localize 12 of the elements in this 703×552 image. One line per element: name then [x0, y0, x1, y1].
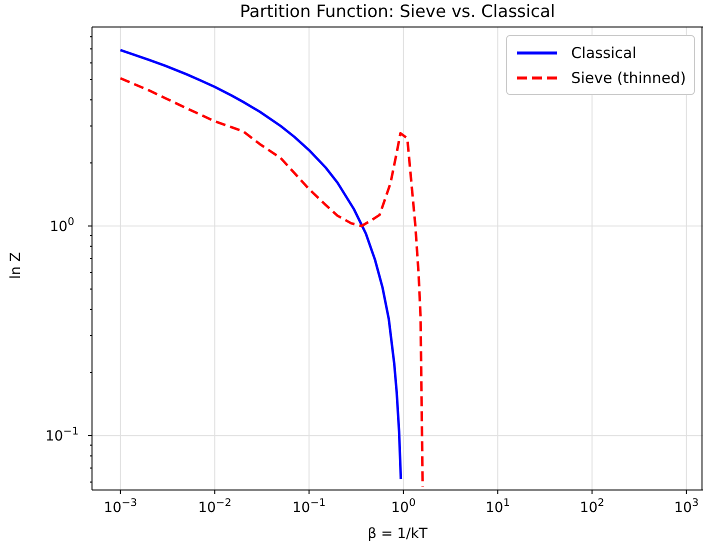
- x-tick-label: 10$^{1}$: [485, 497, 510, 516]
- y-axis-title: ln Z: [8, 252, 24, 278]
- x-axis-title: β = 1/kT: [366, 526, 428, 542]
- chart-title: Partition Function: Sieve vs. Classical: [238, 2, 556, 22]
- x-tick-label: 10$^{3}$: [674, 497, 699, 516]
- x-tick-label: 10$^{−1}$: [292, 497, 326, 516]
- x-tick-label: 10$^{2}$: [580, 497, 604, 516]
- legend-label: Classical: [571, 44, 636, 62]
- x-tick-label: 10$^{−3}$: [104, 497, 138, 516]
- x-tick-label: 10$^{−2}$: [198, 497, 232, 516]
- legend-label: Sieve (thinned): [571, 68, 686, 86]
- x-tick-label: 10$^{0}$: [391, 497, 416, 516]
